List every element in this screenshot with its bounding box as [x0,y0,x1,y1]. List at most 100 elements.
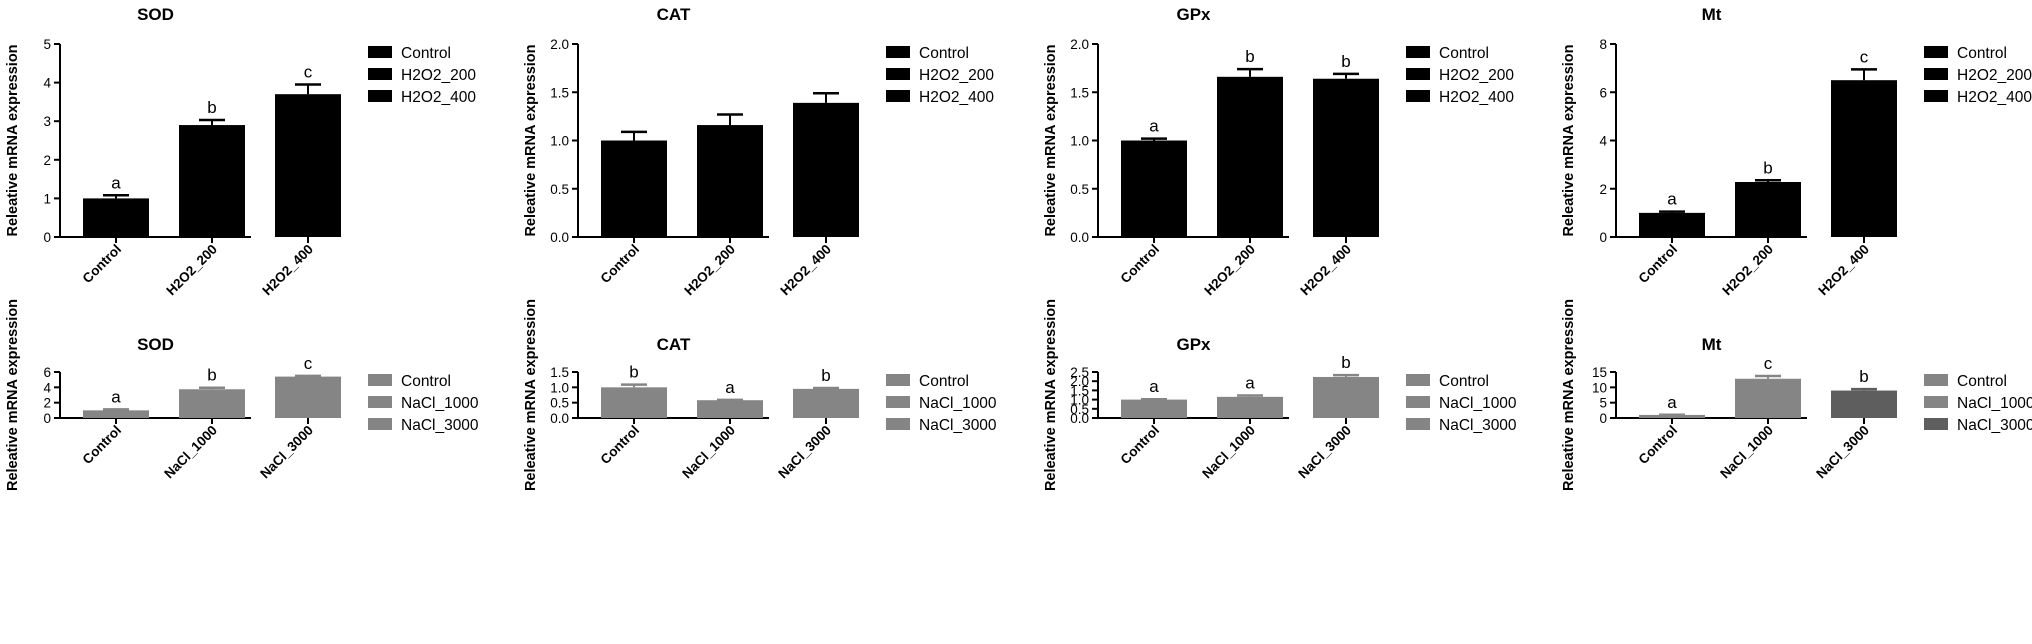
y-tick-label: 0 [1599,411,1607,426]
legend-swatch [886,46,910,58]
significance-letter: b [207,98,216,117]
y-tick-label: 2.0 [550,37,569,52]
y-tick-label: 1 [43,191,51,206]
x-tick-label: Control [1118,423,1163,468]
bar-NaCl_1000 [1217,396,1283,418]
bar-H2O2_200 [179,125,245,237]
legend-swatch [1924,46,1948,58]
legend-swatch [1406,46,1430,58]
y-tick-label: 0.0 [1070,411,1089,426]
legend-label: NaCl_1000 [1957,395,2032,412]
y-tick-label: 1.0 [1070,134,1089,149]
x-tick-label: NaCl_3000 [1813,423,1872,482]
x-tick-label: H2O2_200 [1719,242,1776,299]
x-tick-label: NaCl_3000 [257,423,316,482]
y-tick-label: 2 [43,153,51,168]
chart-title: Mt [1702,335,1722,354]
chart-title: SOD [137,335,174,354]
y-tick-label: 1.0 [1070,393,1089,408]
y-tick-label: 4 [43,380,51,395]
y-tick-label: 6 [1599,85,1607,100]
legend-swatch [1406,374,1430,386]
legend-label: H2O2_400 [919,89,994,106]
significance-letter: a [1149,377,1159,396]
bar-H2O2_400 [793,102,859,238]
x-tick-label: H2O2_400 [1815,242,1872,299]
legend-swatch [1924,418,1948,430]
significance-letter: a [111,173,121,192]
legend-swatch [368,68,392,80]
legend-label: Control [1439,373,1489,390]
chart-title: Mt [1702,5,1722,24]
bar-Control [83,410,149,418]
significance-letter: c [304,63,313,82]
legend-label: NaCl_1000 [401,395,479,412]
y-tick-label: 10 [1592,380,1607,395]
x-tick-label: NaCl_3000 [775,423,834,482]
chart-title: GPx [1176,335,1211,354]
x-tick-label: NaCl_1000 [161,423,220,482]
x-tick-label: Control [80,242,125,287]
significance-letter: a [1149,117,1159,136]
significance-letter: c [304,354,313,373]
bar-Control [1121,399,1187,418]
x-tick-label: NaCl_1000 [679,423,738,482]
significance-letter: a [1667,393,1677,412]
legend-label: Control [1957,45,2007,62]
bar-H2O2_200 [697,125,763,237]
legend-label: Control [919,373,969,390]
legend-swatch [886,90,910,102]
significance-letter: a [111,387,121,406]
legend-label: NaCl_1000 [1439,395,1517,412]
y-tick-label: 1.5 [1070,85,1089,100]
legend-swatch [1406,68,1430,80]
y-axis-label: Releative mRNA expression [523,44,539,236]
y-tick-label: 0.0 [1070,230,1089,245]
x-tick-label: Control [1636,423,1681,468]
legend-label: H2O2_200 [401,67,476,84]
y-axis-label: Releative mRNA expression [523,299,539,491]
y-axis-label: Releative mRNA expression [1561,299,1577,491]
legend-label: NaCl_3000 [1439,417,1517,434]
legend-swatch [1924,374,1948,386]
x-tick-label: H2O2_200 [681,242,738,299]
chart-panel-4: Mt Releative mRNA expression 0 2 4 6 8 a Control… [1561,5,2032,298]
legend-swatch [1924,90,1948,102]
legend-label: NaCl_3000 [401,417,479,434]
x-tick-label: H2O2_400 [777,242,834,299]
x-tick-label: Control [1636,242,1681,287]
y-tick-label: 5 [1599,396,1607,411]
chart-panel-2: CAT Releative mRNA expression 0.0 0.5 1.0 1.5… [523,5,994,298]
bar-H2O2_400 [275,94,341,238]
x-tick-label: H2O2_400 [259,242,316,299]
y-tick-label: 0.5 [550,182,569,197]
legend-label: NaCl_3000 [1957,417,2032,434]
legend-label: Control [401,373,451,390]
legend-swatch [886,68,910,80]
x-tick-label: H2O2_200 [1201,242,1258,299]
bar-Control [1639,414,1705,418]
legend-swatch [1406,90,1430,102]
legend-label: H2O2_200 [1957,67,2032,84]
y-tick-label: 1.5 [1070,383,1089,398]
y-axis-label: Releative mRNA expression [1561,44,1577,236]
y-tick-label: 5 [43,37,51,52]
legend-label: NaCl_3000 [919,417,997,434]
y-tick-label: 2.0 [1070,37,1089,52]
bar-NaCl_3000 [1831,390,1897,418]
y-tick-label: 2.5 [1070,365,1089,380]
legend-swatch [368,418,392,430]
bar-NaCl_3000 [1313,376,1379,418]
legend-label: Control [1439,45,1489,62]
legend-label: H2O2_400 [1957,89,2032,106]
legend-swatch [1406,396,1430,408]
chart-title: SOD [137,5,174,24]
y-tick-label: 1.0 [550,134,569,149]
y-axis-label: Releative mRNA expression [5,299,21,491]
significance-letter: a [725,378,735,397]
significance-letter: b [821,366,830,385]
chart-title: CAT [657,335,691,354]
